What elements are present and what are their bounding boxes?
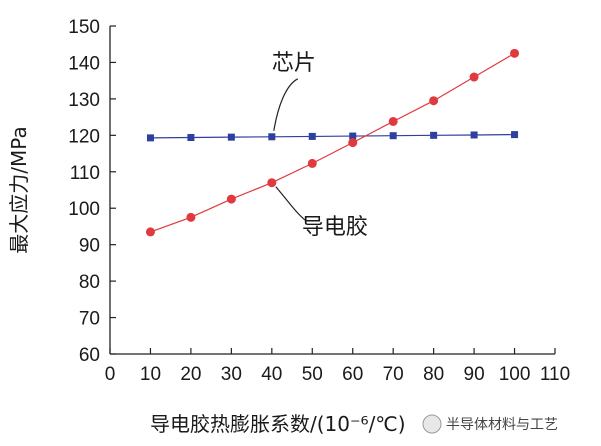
data-point [227,133,235,141]
series-layer [145,48,520,237]
series-label-adhesive: 导电胶 [302,215,368,240]
data-point [307,158,317,168]
series-2 [145,48,520,237]
data-point [268,133,276,141]
data-point [146,134,154,142]
watermark-logo-icon [422,414,442,434]
data-point [226,194,236,204]
data-point [511,131,519,139]
data-point [510,48,520,58]
x-tick-label: 60 [342,364,363,385]
y-tick-label: 120 [68,126,100,147]
leader-line [275,186,307,222]
data-point [308,132,316,140]
tick-labels: 60 70 80 90 100 110 120 130 140 150 0 10 20 30 40 50 60 7… [68,17,570,385]
data-point [348,138,358,148]
y-tick-label: 140 [68,53,100,74]
data-point [349,132,357,140]
y-tick-label: 90 [79,236,100,257]
data-point [388,116,398,126]
x-tick-label: 0 [105,364,116,385]
x-tick-label: 90 [464,364,485,385]
x-tick-label: 20 [180,364,201,385]
axes [109,25,556,355]
data-point [469,72,479,82]
y-axis-label: 最大应力/MPa [7,126,31,253]
x-tick-label: 70 [383,364,404,385]
series-line [150,52,515,233]
watermark-text: 半导体材料与工艺 [446,417,558,433]
x-tick-label: 50 [302,364,323,385]
series-line [150,134,515,139]
series-1 [146,131,519,142]
data-point [187,134,195,142]
watermark: 半导体材料与工艺 [422,414,558,434]
data-point [267,178,277,188]
y-tick-label: 70 [79,309,100,330]
data-point [186,212,196,222]
x-tick-label: 80 [423,364,444,385]
data-point [429,96,439,106]
y-tick-label: 110 [70,163,100,184]
y-tick-label: 150 [68,17,100,38]
x-tick-label: 110 [540,364,570,385]
data-point [145,227,155,237]
x-axis-label: 导电胶热膨胀系数/(10⁻⁶/℃) [150,412,406,436]
y-tick-label: 100 [68,199,100,220]
leader-line [273,78,299,131]
y-tick-label: 130 [68,90,100,111]
x-tick-label: 10 [140,364,161,385]
y-tick-label: 80 [79,272,100,293]
x-tick-label: 100 [499,364,531,385]
x-tick-label: 40 [261,364,282,385]
data-point [430,131,438,139]
y-tick-label: 60 [79,345,100,366]
x-tick-label: 30 [221,364,242,385]
data-point [389,132,397,140]
data-point [470,131,478,139]
series-label-chip: 芯片 [272,51,316,76]
